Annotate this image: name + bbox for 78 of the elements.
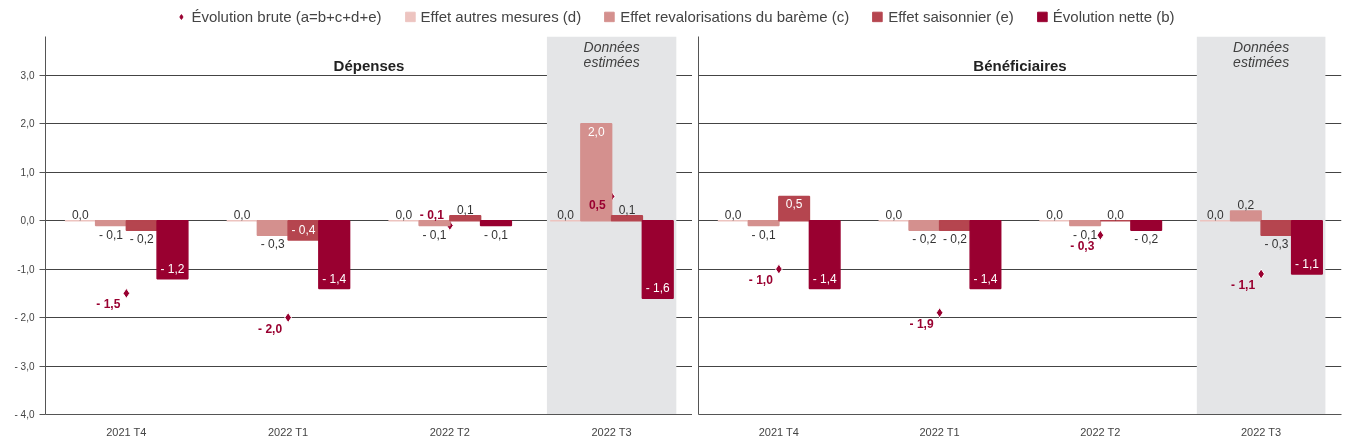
legend-label: Effet autres mesures (d) xyxy=(420,7,582,25)
bar xyxy=(94,219,128,227)
bar xyxy=(318,219,351,290)
data-label: - 1,1 xyxy=(1294,256,1320,271)
x-tick-label: 2021 T4 xyxy=(758,425,799,438)
y-tick-label: - 3,0 xyxy=(14,360,35,372)
data-label: - 0,1 xyxy=(1073,227,1098,242)
data-label: - 1,0 xyxy=(748,273,774,288)
data-label: - 0,2 xyxy=(942,232,968,247)
bar xyxy=(156,219,189,280)
data-label: - 0,1 xyxy=(751,227,776,242)
data-label: - 1,1 xyxy=(1231,277,1256,292)
bar xyxy=(580,122,613,222)
bar xyxy=(125,219,158,232)
data-label: - 1,6 xyxy=(645,281,671,296)
x-tick-label: 2022 T2 xyxy=(429,425,470,438)
data-label: 0,5 xyxy=(785,197,803,212)
data-label: 0,0 xyxy=(1107,207,1125,222)
data-label: 0,0 xyxy=(724,207,742,222)
x-tick-label: 2021 T4 xyxy=(106,425,147,438)
point xyxy=(935,307,944,319)
data-label: 0,0 xyxy=(1046,207,1064,222)
y-tick-label: 2,0 xyxy=(20,118,35,130)
data-label: 0,1 xyxy=(618,202,636,217)
data-label: - 0,4 xyxy=(291,223,316,238)
data-label: 0,2 xyxy=(1237,197,1255,212)
data-label: - 0,1 xyxy=(419,207,445,222)
data-label: - 0,1 xyxy=(422,227,447,242)
data-label: - 0,1 xyxy=(99,227,124,242)
data-label: - 1,9 xyxy=(909,316,934,331)
y-tick-label: - 2,0 xyxy=(14,312,35,324)
text: Dépenses xyxy=(333,56,405,74)
point xyxy=(122,287,131,299)
bar xyxy=(641,219,674,299)
data-label: - 0,2 xyxy=(129,232,155,247)
legend-label: Effet revalorisations du barème (c) xyxy=(620,7,850,25)
y-tick-label: 1,0 xyxy=(20,166,35,178)
data-label: - 2,0 xyxy=(258,321,283,336)
data-label: - 0,3 xyxy=(1070,239,1095,254)
legend-label: Évolution brute (a=b+c+d+e) xyxy=(191,7,382,25)
data-label: 0,5 xyxy=(588,198,606,213)
data-label: 2,0 xyxy=(587,124,605,139)
data-label: 0,0 xyxy=(233,207,251,222)
data-label: - 1,5 xyxy=(96,297,121,312)
x-tick-label: 2022 T1 xyxy=(919,425,960,438)
band-label: Données estimées xyxy=(1233,38,1290,70)
x-tick-label: 2022 T1 xyxy=(267,425,309,438)
x-tick-label: 2022 T2 xyxy=(1080,425,1121,438)
y-tick-label: 3,0 xyxy=(20,69,35,81)
bar xyxy=(610,215,644,222)
data-label: - 0,2 xyxy=(912,232,937,247)
data-label: 0,1 xyxy=(456,202,474,217)
data-label: 0,0 xyxy=(557,207,575,222)
data-label: 0,0 xyxy=(885,207,903,222)
bar xyxy=(256,219,289,236)
bar xyxy=(449,215,482,222)
data-label: - 0,1 xyxy=(483,227,509,242)
data-label: - 0,3 xyxy=(260,237,286,252)
data-label: 0,0 xyxy=(71,207,89,222)
data-label: 0,0 xyxy=(395,207,413,222)
data-label: - 1,4 xyxy=(973,271,998,286)
bar xyxy=(479,219,513,227)
y-tick-label: - 4,0 xyxy=(14,409,35,420)
legend-label: Évolution nette (b) xyxy=(1052,7,1175,25)
y-tick-label: 0,0 xyxy=(20,215,35,227)
data-label: - 0,3 xyxy=(1264,237,1289,252)
data-label: - 1,2 xyxy=(160,261,185,276)
text: Bénéficiaires xyxy=(973,56,1067,74)
y-tick-label: -1,0 xyxy=(17,263,35,275)
legend-label: Effet saisonnier (e) xyxy=(888,7,1014,25)
bar xyxy=(418,219,451,227)
x-tick-label: 2022 T3 xyxy=(591,425,632,438)
data-label: - 1,4 xyxy=(322,271,347,286)
data-label: - 1,4 xyxy=(812,271,838,286)
data-label: 0,0 xyxy=(1206,207,1224,222)
x-tick-label: 2022 T3 xyxy=(1240,425,1282,438)
data-label: - 0,2 xyxy=(1134,232,1159,247)
band-label: Données estimées xyxy=(583,38,640,70)
